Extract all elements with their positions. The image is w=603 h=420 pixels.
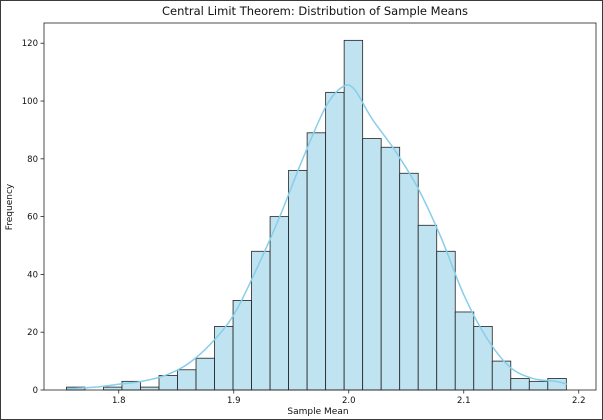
histogram-bar: [158, 375, 178, 391]
histogram-bar: [528, 380, 549, 391]
histogram-bar: [436, 250, 456, 391]
y-axis-ticks: 0 20 40 60 80 100 120: [22, 39, 44, 396]
histogram-bar: [325, 91, 345, 391]
histogram-bar: [195, 357, 215, 391]
y-tick-label: 100: [22, 97, 38, 107]
x-tick-label: 1.8: [112, 396, 126, 406]
histogram-bar: [362, 138, 382, 391]
x-tick-label: 1.9: [227, 396, 241, 406]
histogram-bars: [66, 39, 567, 391]
histogram-bar: [380, 146, 401, 391]
histogram-bar: [103, 386, 123, 391]
histogram-bar: [473, 326, 493, 391]
histogram-bar: [399, 172, 419, 391]
x-axis-ticks: 1.8 1.9 2.0 2.1 2.2: [112, 390, 586, 406]
histogram-bar: [232, 300, 252, 391]
histogram-bar: [306, 132, 327, 391]
histogram-bar: [454, 311, 475, 391]
y-tick-label: 20: [27, 328, 38, 338]
histogram-bar: [510, 378, 530, 391]
x-tick-label: 2.1: [457, 396, 471, 406]
y-tick-label: 80: [27, 155, 38, 165]
histogram-bar: [140, 386, 160, 391]
histogram-bar: [343, 39, 364, 391]
histogram-bar: [288, 169, 308, 391]
chart-title: Central Limit Theorem: Distribution of S…: [162, 4, 468, 18]
y-tick-label: 60: [27, 213, 38, 223]
x-tick-label: 2.2: [572, 396, 586, 406]
histogram-bar: [177, 369, 197, 391]
histogram-bar: [417, 224, 438, 391]
y-tick-label: 40: [27, 270, 38, 280]
x-axis-label: Sample Mean: [287, 407, 348, 417]
y-tick-label: 0: [33, 386, 38, 396]
plot-area: [43, 22, 597, 391]
x-tick-label: 2.0: [342, 396, 356, 406]
y-tick-label: 120: [22, 39, 38, 49]
y-axis-label: Frequency: [5, 183, 15, 230]
kde-curve: [66, 84, 568, 390]
histogram-bar: [269, 216, 290, 391]
